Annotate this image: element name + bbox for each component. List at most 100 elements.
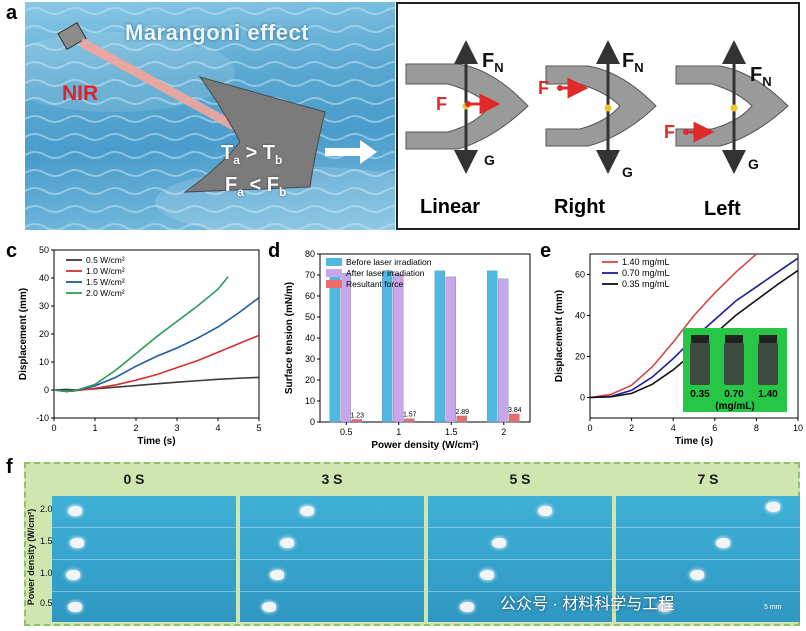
chart-c-xlabel: Time (s) <box>137 436 175 447</box>
chart-c-xtick-label: 3 <box>174 423 179 433</box>
row-label-2-0: 2.0 <box>40 504 53 514</box>
chart-e-ytick-label: 0 <box>580 393 585 403</box>
chart-e-inset-label-2: 1.40 <box>758 389 778 400</box>
chart-e-xlabel: Time (s) <box>675 436 713 447</box>
chart-e-xtick-label: 4 <box>671 423 676 433</box>
chart-d-xtick-label: 2 <box>501 427 506 437</box>
f-label-3: F <box>664 122 675 142</box>
chart-d-legend-label-1: After laser irradiation <box>346 268 425 278</box>
chart-d-data-label-3: 3.84 <box>508 407 522 414</box>
chart-d-bar-0-2 <box>434 270 445 423</box>
time-header-1: 3 S <box>321 471 343 487</box>
chart-e-vial-0 <box>690 343 710 385</box>
frame-5s <box>428 496 612 622</box>
chart-d-xtick-label: 1 <box>396 427 401 437</box>
time-header-3: 7 S <box>697 471 719 487</box>
chart-d-xtick-label: 1.5 <box>445 427 458 437</box>
panel-b-box: FN FN FN F F F G G G Linear Right Left <box>396 2 800 230</box>
chart-c-ytick-label: 40 <box>39 273 49 283</box>
fn-label-1: FN <box>482 50 504 75</box>
chart-d-legend-swatch-2 <box>326 280 342 288</box>
watermark: 公众号 · 材料科学与工程 <box>500 596 675 613</box>
chart-c-legend-label-3: 2.0 W/cm² <box>86 288 125 298</box>
chart-d-legend-swatch-0 <box>326 258 342 266</box>
nir-label: NIR <box>62 82 99 105</box>
f-label-2: F <box>538 78 549 98</box>
chart-d-ytick-label: 20 <box>305 375 315 385</box>
frame-0s <box>52 496 236 622</box>
power-density-axis: Power density (W/cm²) <box>24 496 38 622</box>
force-inequality: Fa < Fb <box>225 174 287 199</box>
chart-d-data-label-0: 1.23 <box>350 412 364 419</box>
chart-c-xtick-label: 5 <box>256 423 261 433</box>
chart-d-bar-2-3 <box>509 413 520 423</box>
chart-d-ytick-label: 30 <box>305 354 315 364</box>
panel-label-e: e <box>540 240 552 262</box>
robot-right <box>545 40 657 174</box>
chart-c-ytick-label: 50 <box>39 245 49 255</box>
chart-e-xtick-label: 0 <box>587 423 592 433</box>
laser-source <box>57 22 87 50</box>
chart-c-xtick-label: 4 <box>215 423 220 433</box>
chart-e-vial-1 <box>724 343 744 385</box>
frame-3s <box>240 496 424 622</box>
chart-e-ytick-label: 20 <box>575 352 585 362</box>
panel-label-d: d <box>268 240 281 262</box>
chart-d-xtick-label: 0.5 <box>340 427 353 437</box>
time-header-2: 5 S <box>509 471 531 487</box>
chart-c-ytick-label: 20 <box>39 329 49 339</box>
caption-linear: Linear <box>420 196 481 218</box>
panel-a-title: Marangoni effect <box>125 20 310 45</box>
row-label-1-5: 1.5 <box>40 536 53 546</box>
chart-c-legend-label-1: 1.0 W/cm² <box>86 266 125 276</box>
chart-e-vial-cap-1 <box>725 335 743 343</box>
frame-7s: 5 mm <box>616 496 800 622</box>
chart-e-legend-label-1: 0.70 mg/mL <box>622 268 670 278</box>
chart-d-ytick-label: 60 <box>305 291 315 301</box>
chart-c-xtick-label: 2 <box>133 423 138 433</box>
chart-c-series-line-3 <box>54 276 229 393</box>
chart-c-series-group <box>54 276 259 393</box>
power-density-axis-label: Power density (W/cm²) <box>26 508 36 606</box>
chart-e-series-line-0 <box>590 254 757 399</box>
chart-e-xtick-label: 6 <box>712 423 717 433</box>
panel-a-illustration <box>25 2 395 230</box>
chart-e-inset-label-1: 0.70 <box>724 389 744 400</box>
chart-e-vial-2 <box>758 343 778 385</box>
g-label-2: G <box>622 164 633 180</box>
g-label-3: G <box>748 156 759 172</box>
chart-e-ytick-label: 40 <box>575 311 585 321</box>
chart-e-legend-label-0: 1.40 mg/mL <box>622 257 670 267</box>
chart-d-bar-0-3 <box>487 270 498 423</box>
robot-body <box>183 76 326 193</box>
chart-e-vial-cap-0 <box>691 335 709 343</box>
chart-c-ytick-label: 10 <box>39 357 49 367</box>
panel-label-f: f <box>6 456 13 478</box>
chart-c-xtick-label: 1 <box>92 423 97 433</box>
caption-right: Right <box>554 196 606 218</box>
chart-c-ytick-label: -10 <box>36 413 49 423</box>
chart-e-legend-label-2: 0.35 mg/mL <box>622 279 670 289</box>
chart-e-ylabel: Displacement (mm) <box>554 290 565 382</box>
chart-e-xtick-label: 8 <box>754 423 759 433</box>
g-label-1: G <box>484 152 495 168</box>
chart-d-legend-swatch-1 <box>326 269 342 277</box>
chart-e-ytick-label: 60 <box>575 270 585 280</box>
chart-d: 0 10 20 30 40 50 60 70 80 0.5 1.23 1 1.57 1.5 2.89 2 3.8… <box>284 249 531 451</box>
chart-e-xtick-label: 10 <box>793 423 803 433</box>
fn-label-2: FN <box>622 50 644 75</box>
chart-d-bar-0-1 <box>382 270 393 423</box>
chart-e: 0 2 4 6 8 10 0 20 40 60 Time (s) Displacement (mm) 1… <box>554 253 803 447</box>
chart-e-plot-frame <box>589 253 799 419</box>
chart-e-inset: 0.35 0.70 1.40 (mg/mL) <box>683 328 787 412</box>
panel-a-scene: Marangoni effect NIR Ta > Tb Fa < Fb <box>25 2 395 230</box>
chart-d-bar-1-2 <box>445 276 456 423</box>
panel-label-a: a <box>6 2 18 24</box>
chart-d-xlabel: Power density (W/cm²) <box>371 440 478 451</box>
chart-d-bar-1-3 <box>498 278 509 423</box>
chart-c-series-line-1 <box>54 334 259 393</box>
panel-label-c: c <box>6 240 18 262</box>
laser-beam <box>78 38 248 136</box>
chart-d-ytick-label: 70 <box>305 270 315 280</box>
